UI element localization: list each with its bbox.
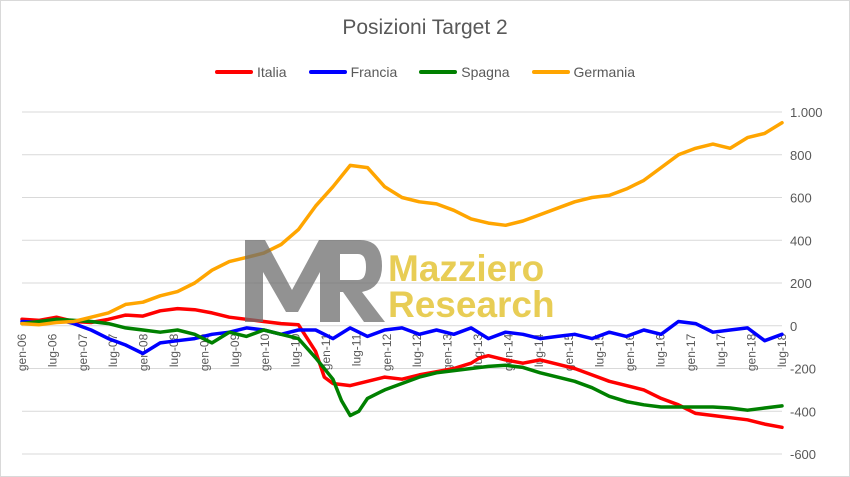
y-tick-label: -200 xyxy=(790,362,816,377)
legend-label: Germania xyxy=(573,64,635,80)
legend-item-spagna: Spagna xyxy=(419,64,510,80)
x-tick-label: gen-13 xyxy=(441,333,455,371)
x-tick-label: lug-06 xyxy=(45,333,59,367)
y-tick-label: 200 xyxy=(790,276,812,291)
y-tick-label: 600 xyxy=(790,191,812,206)
x-tick-label: gen-07 xyxy=(76,333,90,371)
y-tick-label: -400 xyxy=(790,404,816,419)
x-tick-label: gen-09 xyxy=(197,333,211,371)
x-tick-label: gen-16 xyxy=(623,333,637,371)
series-line-francia xyxy=(20,317,784,356)
legend-label: Francia xyxy=(350,64,398,80)
series-line-italia xyxy=(20,306,784,430)
x-tick-label: lug-17 xyxy=(714,333,728,367)
chart-title: Posizioni Target 2 xyxy=(342,16,508,39)
legend-label: Spagna xyxy=(461,64,510,80)
watermark-line1: Mazziero xyxy=(388,248,545,289)
y-tick-label: 800 xyxy=(790,148,812,163)
x-tick-label: lug-11 xyxy=(349,333,363,366)
legend: Italia Francia Spagna Germania xyxy=(0,64,850,80)
legend-item-francia: Francia xyxy=(308,64,398,80)
watermark-logo xyxy=(245,240,385,322)
legend-swatch xyxy=(308,70,347,74)
legend-label: Italia xyxy=(256,64,287,80)
x-tick-label: lug-12 xyxy=(410,333,424,367)
legend-swatch xyxy=(419,70,458,74)
x-tick-label: lug-09 xyxy=(228,333,242,367)
y-tick-label: 400 xyxy=(790,233,812,248)
y-tick-label: -600 xyxy=(790,447,816,462)
y-tick-label: 0 xyxy=(790,319,797,334)
y-tick-label: 1.000 xyxy=(790,105,823,120)
x-tick-label: lug-08 xyxy=(167,333,181,367)
x-tick-label: gen-12 xyxy=(380,333,394,371)
series-line-spagna xyxy=(20,317,784,418)
legend-item-italia: Italia xyxy=(214,64,287,80)
x-tick-label: lug-18 xyxy=(775,333,789,367)
x-tick-label: gen-10 xyxy=(258,333,272,371)
x-tick-label: gen-17 xyxy=(684,333,698,371)
legend-item-germania: Germania xyxy=(531,64,635,80)
x-tick-label: gen-06 xyxy=(15,333,29,371)
watermark-line2: Research xyxy=(388,284,555,325)
x-tick-label: lug-15 xyxy=(593,333,607,367)
legend-swatch xyxy=(531,70,570,74)
x-tick-label: gen-11 xyxy=(319,333,333,370)
series-line-germania xyxy=(20,120,784,327)
x-tick-label: lug-16 xyxy=(653,333,667,367)
x-tick-label: gen-15 xyxy=(562,333,576,371)
x-tick-label: gen-18 xyxy=(745,333,759,371)
legend-swatch xyxy=(214,70,253,74)
